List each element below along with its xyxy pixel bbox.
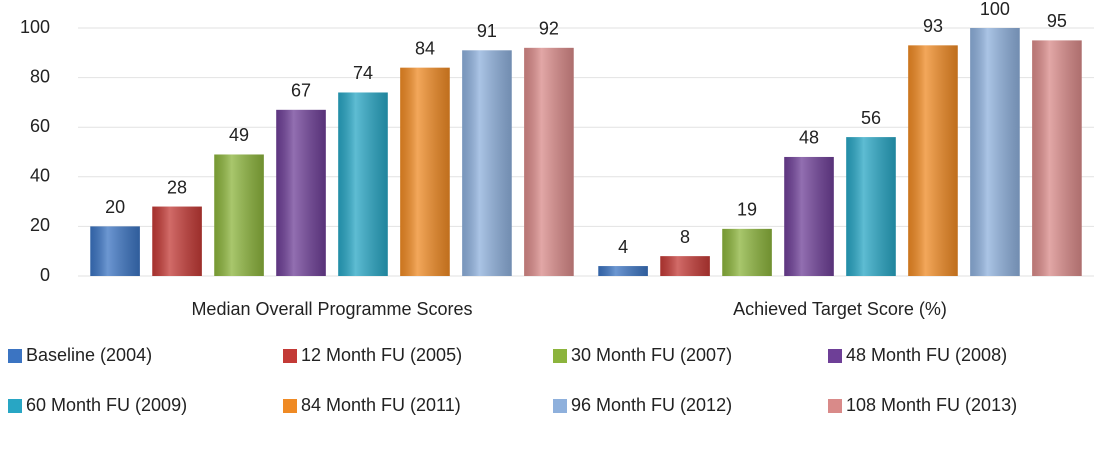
- value-label: 84: [415, 38, 435, 58]
- y-tick-label: 0: [40, 265, 50, 285]
- value-label: 4: [618, 237, 628, 257]
- bar: [152, 206, 202, 276]
- bar: [400, 67, 450, 277]
- bar: [276, 109, 326, 276]
- bar: [462, 50, 512, 276]
- bar: [784, 156, 834, 276]
- legend-label: 30 Month FU (2007): [571, 345, 732, 365]
- value-label: 20: [105, 197, 125, 217]
- legend-swatch: [553, 399, 567, 413]
- value-label: 49: [229, 125, 249, 145]
- value-label: 8: [680, 227, 690, 247]
- value-label: 56: [861, 108, 881, 128]
- y-tick-label: 80: [30, 66, 50, 86]
- bar: [722, 228, 772, 276]
- value-label: 19: [737, 200, 757, 220]
- legend-label: 108 Month FU (2013): [846, 395, 1017, 415]
- bar: [90, 226, 140, 276]
- value-label: 92: [539, 19, 559, 39]
- bar: [524, 47, 574, 277]
- value-label: 93: [923, 16, 943, 36]
- legend-swatch: [553, 349, 567, 363]
- legend-label: 12 Month FU (2005): [301, 345, 462, 365]
- legend-swatch: [828, 349, 842, 363]
- value-label: 100: [980, 0, 1010, 19]
- legend-swatch: [8, 399, 22, 413]
- bar: [1032, 40, 1082, 277]
- legend-swatch: [283, 399, 297, 413]
- legend-label: 96 Month FU (2012): [571, 395, 732, 415]
- bar: [908, 45, 958, 276]
- bar: [660, 256, 710, 276]
- legend-label: 84 Month FU (2011): [301, 395, 461, 415]
- legend-swatch: [828, 399, 842, 413]
- value-label: 95: [1047, 11, 1067, 31]
- value-label: 91: [477, 21, 497, 41]
- bar: [970, 28, 1020, 276]
- legend-label: Baseline (2004): [26, 345, 152, 365]
- y-tick-label: 40: [30, 166, 50, 186]
- bar: [214, 154, 264, 276]
- bar: [598, 266, 648, 276]
- legend-label: 48 Month FU (2008): [846, 345, 1007, 365]
- value-label: 67: [291, 81, 311, 101]
- value-label: 74: [353, 63, 373, 83]
- y-tick-label: 60: [30, 116, 50, 136]
- legend-swatch: [8, 349, 22, 363]
- value-label: 28: [167, 177, 187, 197]
- legend-label: 60 Month FU (2009): [26, 395, 187, 415]
- bar: [338, 92, 388, 276]
- y-tick-label: 20: [30, 215, 50, 235]
- legend-swatch: [283, 349, 297, 363]
- value-label: 48: [799, 128, 819, 148]
- y-tick-label: 100: [20, 17, 50, 37]
- x-tick-label: Median Overall Programme Scores: [191, 299, 472, 319]
- bar: [846, 137, 896, 276]
- x-tick-label: Achieved Target Score (%): [733, 299, 947, 319]
